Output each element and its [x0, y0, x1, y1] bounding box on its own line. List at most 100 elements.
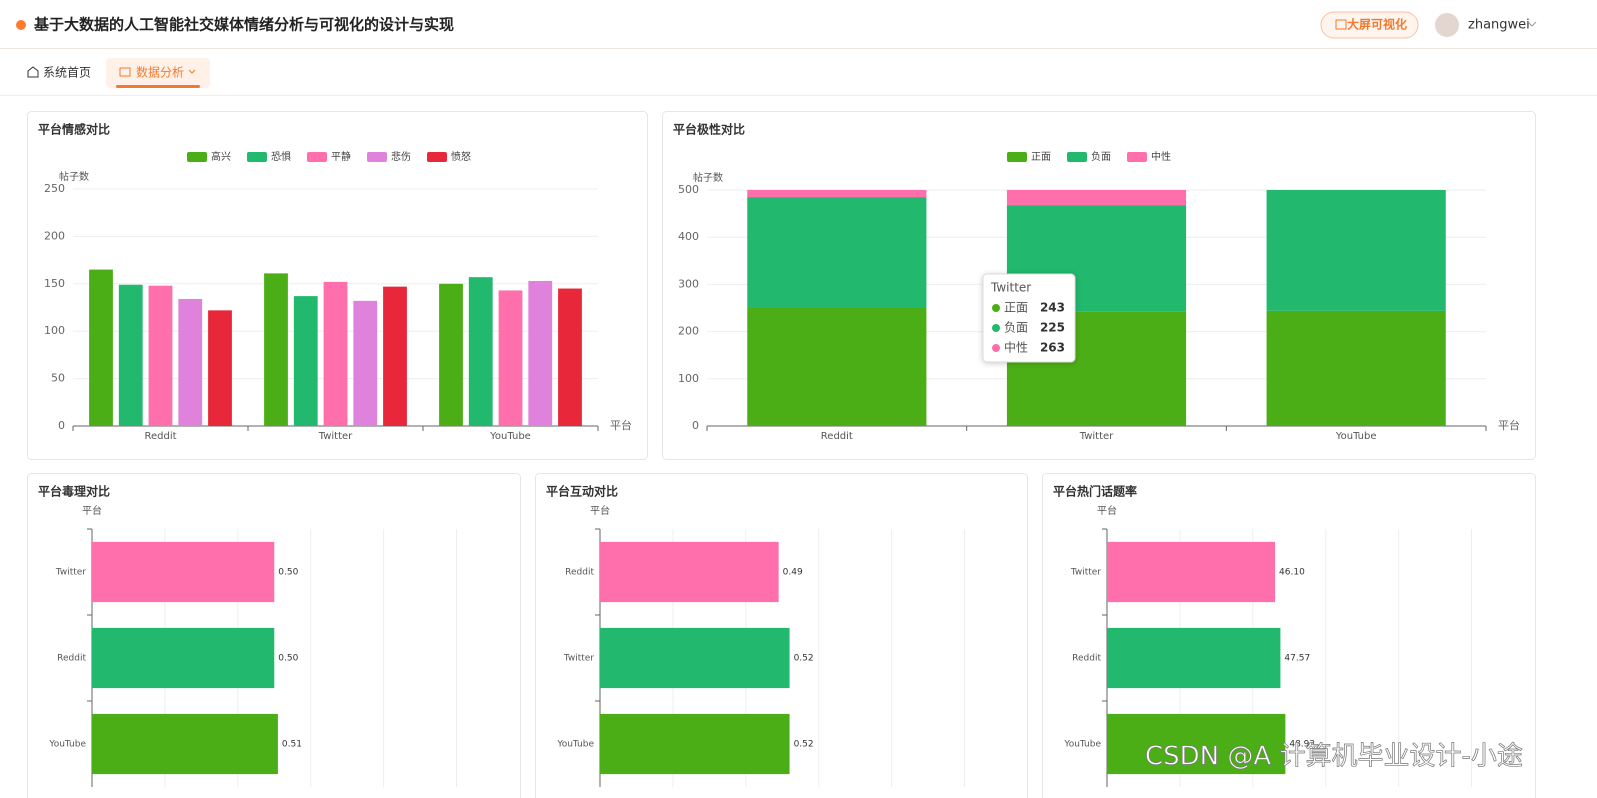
watermark: CSDN @A 计算机毕业设计-小途 [1145, 742, 1523, 772]
legend-label: 正面 [1031, 152, 1051, 163]
tooltip-box [982, 273, 1076, 363]
x-tick-label: Reddit [144, 431, 176, 442]
nav-item[interactable]: 数据分析 [136, 65, 184, 80]
legend-swatch [307, 152, 327, 162]
legend-label: 悲伤 [391, 150, 411, 163]
value-label: 47.57 [1284, 654, 1310, 664]
y-tick-label: 0 [58, 419, 65, 432]
legend-swatch [367, 152, 387, 162]
legend-label: 平静 [331, 150, 351, 163]
tooltip-name: 正面 [1004, 301, 1028, 315]
y-tick-label: Reddit [1072, 654, 1101, 664]
user-name[interactable]: zhangwei [1468, 18, 1530, 33]
y-tick-label: Twitter [1070, 568, 1101, 578]
bar [92, 713, 278, 775]
y-tick-label: YouTube [48, 740, 86, 750]
bar [1107, 627, 1281, 689]
bar [383, 286, 407, 426]
legend-swatch [187, 152, 207, 162]
x-tick-label: Twitter [318, 431, 353, 442]
bar [148, 285, 173, 426]
bar [323, 281, 348, 426]
tooltip-dot [992, 304, 1000, 312]
y-axis-label: 帖子数 [59, 170, 89, 183]
y-axis-label: 平台 [82, 504, 102, 517]
app-title: 基于大数据的人工智能社交媒体情绪分析与可视化的设计与实现 [33, 16, 454, 34]
tooltip-value: 263 [1040, 341, 1065, 355]
legend-label: 负面 [1091, 150, 1111, 163]
bar [89, 269, 113, 426]
y-tick-label: 50 [51, 372, 65, 385]
y-tick-label: 500 [678, 183, 699, 196]
y-tick-label: Twitter [55, 568, 86, 578]
tooltip-value: 243 [1040, 301, 1065, 315]
y-tick-label: 100 [678, 372, 699, 385]
legend-label: 高兴 [211, 150, 231, 163]
avatar[interactable] [1435, 13, 1459, 37]
y-tick-label: 100 [44, 324, 65, 337]
chart-title: 平台毒理对比 [38, 484, 110, 499]
legend-label: 恐惧 [271, 151, 291, 163]
y-tick-label: 150 [44, 277, 65, 290]
y-tick-label: 250 [44, 182, 65, 195]
x-tick-label: YouTube [1335, 431, 1377, 442]
bar [528, 280, 553, 426]
x-tick-label: YouTube [489, 431, 531, 442]
bar [600, 713, 790, 775]
value-label: 0.52 [794, 740, 814, 750]
logo-dot [16, 20, 26, 30]
legend-swatch [247, 152, 267, 162]
tooltip: Twitter 正面 243 负面 225 中性 263 [982, 273, 1076, 363]
chart-title: 平台情感对比 [38, 122, 110, 137]
value-label: 0.49 [783, 568, 803, 578]
bigscreen-button-label[interactable]: 大屏可视化 [1347, 17, 1407, 32]
tooltip-name: 中性 [1004, 340, 1028, 355]
chart-icon [119, 67, 131, 77]
bar [293, 296, 318, 426]
nav-underline [116, 85, 200, 88]
bar-segment [1266, 310, 1446, 426]
bar-segment [747, 190, 927, 198]
y-tick-label: Reddit [565, 568, 594, 578]
nav-chevron [188, 69, 196, 74]
chart-title: 平台热门话题率 [1053, 484, 1137, 499]
legend-swatch [1007, 152, 1027, 162]
tooltip-name: 负面 [1004, 321, 1028, 335]
chart-title: 平台互动对比 [546, 484, 618, 499]
legend-label: 中性 [1151, 150, 1171, 163]
y-tick-label: 400 [678, 230, 699, 243]
bar [600, 627, 790, 689]
value-label: 48.93 [1289, 740, 1315, 750]
bar [353, 300, 378, 426]
chart-title: 平台极性对比 [673, 122, 745, 137]
bar [178, 298, 203, 426]
value-label: 0.52 [794, 654, 814, 664]
bar-segment [1266, 190, 1446, 311]
bar [439, 283, 463, 426]
tooltip-dot [992, 344, 1000, 352]
bar [1107, 541, 1276, 603]
bar [558, 288, 582, 426]
tooltip-dot [992, 324, 1000, 332]
y-tick-label: Twitter [563, 654, 594, 664]
y-axis-label: 帖子数 [693, 171, 723, 184]
bar-segment [1006, 190, 1187, 206]
nav-active-tab[interactable] [106, 58, 210, 88]
bar-segment [747, 307, 927, 426]
tooltip-title: Twitter [990, 281, 1031, 295]
y-axis-label: 平台 [590, 504, 610, 517]
legend-swatch [427, 152, 447, 162]
y-tick-label: 0 [692, 419, 699, 432]
nav-item[interactable]: 系统首页 [43, 66, 91, 80]
value-label: 0.50 [278, 654, 298, 664]
y-tick-label: YouTube [1063, 740, 1101, 750]
y-tick-label: YouTube [556, 740, 594, 750]
bar [92, 541, 275, 603]
tooltip-value: 225 [1040, 321, 1065, 335]
bar [1107, 713, 1286, 775]
bigscreen-button[interactable] [1320, 11, 1419, 39]
x-tick-label: Reddit [821, 431, 853, 442]
